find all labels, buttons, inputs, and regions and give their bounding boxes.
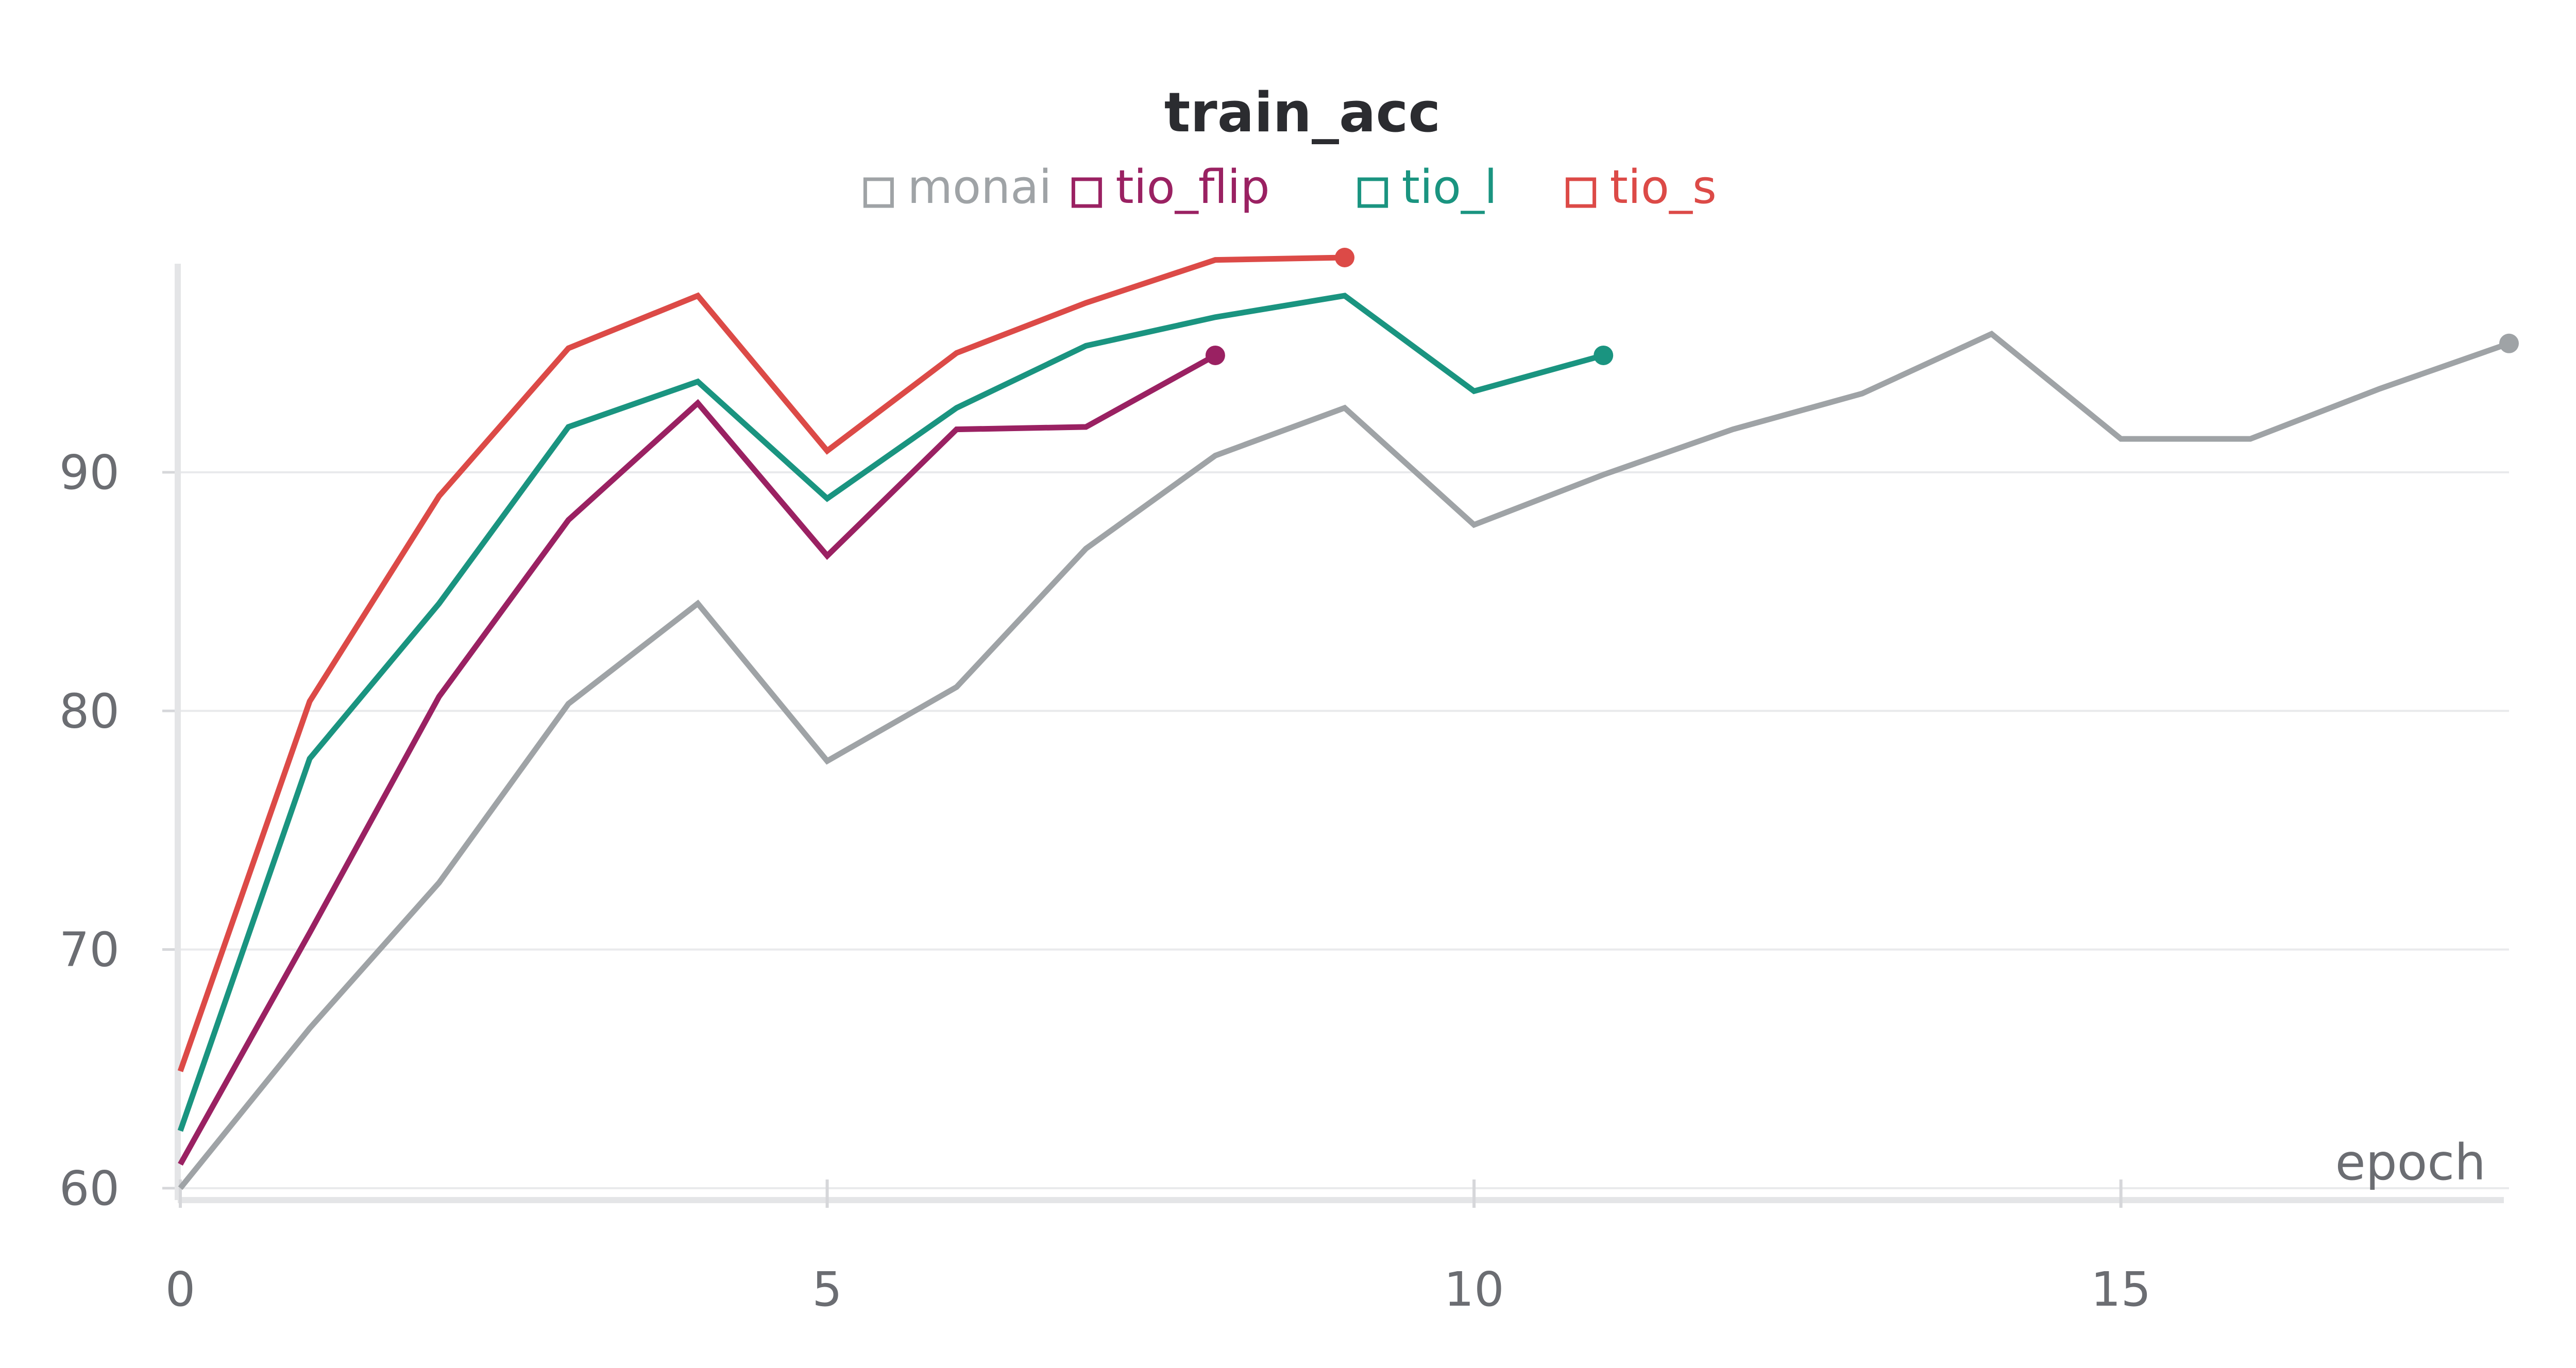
chart-title: train_acc (1164, 81, 1440, 144)
x-tick-label-10: 10 (1444, 1262, 1504, 1317)
series-line-tio_s (177, 254, 1345, 1072)
legend-swatch-tio_l (1358, 177, 1388, 208)
series-end-marker-tio_s (1335, 248, 1354, 267)
legend-label-tio_flip: tio_flip (1115, 160, 1269, 214)
series-line-monai (178, 330, 2510, 1190)
y-axis-ticks: 60 70 80 90 (59, 445, 120, 1216)
legend-label-tio_s: tio_s (1610, 160, 1717, 214)
y-tick-label-80: 80 (59, 683, 120, 739)
grid-lines (162, 471, 2509, 1190)
series-end-marker-tio_l (1594, 345, 1614, 365)
legend-swatch-tio_flip (1071, 177, 1102, 208)
legend-swatch-tio_s (1566, 177, 1597, 208)
legend-label-monai: monai (907, 160, 1052, 214)
series-line-tio_flip (178, 353, 1217, 1166)
x-tick-label-15: 15 (2091, 1262, 2151, 1317)
y-tick-label-70: 70 (59, 922, 120, 978)
legend-swatch-monai (863, 177, 894, 208)
legend-label-tio_l: tio_l (1402, 160, 1497, 214)
x-tick-label-0: 0 (165, 1262, 196, 1317)
y-tick-label-90: 90 (59, 445, 120, 500)
series-line-tio_l (177, 293, 1604, 1132)
x-axis-label: epoch (2335, 1134, 2486, 1191)
series-end-marker-monai (2499, 333, 2519, 353)
series-end-marker-tio_flip (1205, 345, 1225, 365)
y-tick-label-60: 60 (59, 1161, 120, 1216)
x-tick-label-5: 5 (812, 1262, 842, 1317)
legend: monai tio_flip tio_l tio_s (863, 160, 1717, 214)
x-axis-ticks: 0 5 10 15 (165, 1179, 2151, 1317)
series-layer (177, 248, 2519, 1190)
